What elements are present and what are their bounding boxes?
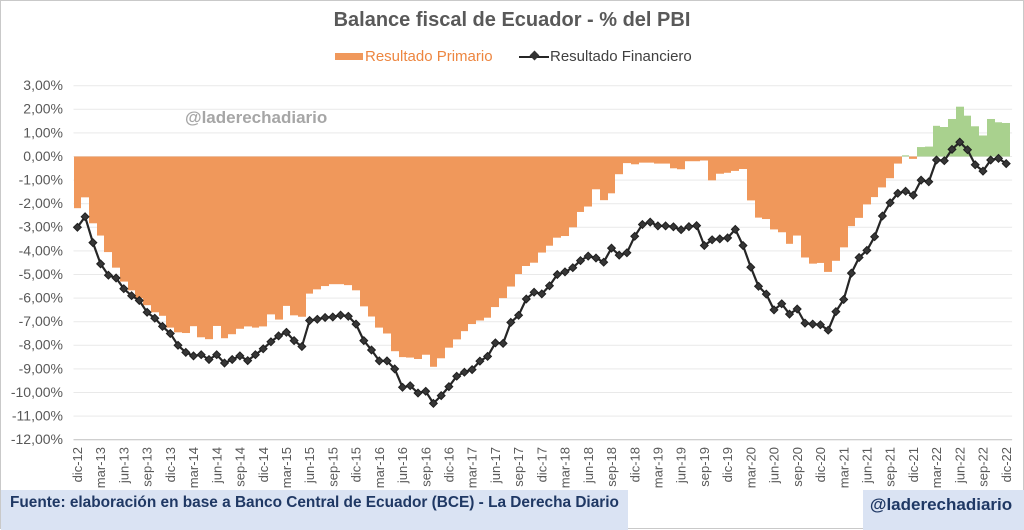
svg-text:dic-13: dic-13	[163, 447, 178, 482]
svg-text:jun-18: jun-18	[581, 447, 596, 484]
svg-text:1,00%: 1,00%	[23, 124, 63, 140]
svg-text:mar-14: mar-14	[186, 447, 201, 488]
svg-text:jun-22: jun-22	[952, 447, 967, 484]
svg-text:-3,00%: -3,00%	[19, 219, 63, 235]
svg-text:mar-18: mar-18	[558, 447, 573, 488]
svg-text:dic-18: dic-18	[627, 447, 642, 482]
svg-text:-11,00%: -11,00%	[12, 408, 63, 424]
svg-text:dic-20: dic-20	[813, 447, 828, 482]
svg-text:sep-14: sep-14	[233, 447, 248, 487]
svg-text:sep-21: sep-21	[883, 447, 898, 487]
svg-text:dic-16: dic-16	[442, 447, 457, 482]
svg-text:jun-16: jun-16	[395, 447, 410, 484]
svg-text:jun-19: jun-19	[674, 447, 689, 484]
svg-text:mar-20: mar-20	[743, 447, 758, 488]
svg-text:sep-15: sep-15	[325, 447, 340, 487]
svg-text:mar-15: mar-15	[279, 447, 294, 488]
svg-text:dic-19: dic-19	[720, 447, 735, 482]
svg-text:sep-18: sep-18	[604, 447, 619, 487]
svg-text:jun-15: jun-15	[302, 447, 317, 484]
svg-text:dic-12: dic-12	[70, 447, 85, 482]
svg-text:mar-22: mar-22	[929, 447, 944, 488]
svg-text:sep-20: sep-20	[790, 447, 805, 487]
svg-text:2,00%: 2,00%	[23, 101, 63, 117]
svg-text:jun-13: jun-13	[116, 447, 131, 484]
svg-text:jun-20: jun-20	[767, 447, 782, 484]
svg-text:-4,00%: -4,00%	[19, 242, 63, 258]
svg-text:mar-13: mar-13	[93, 447, 108, 488]
svg-text:sep-22: sep-22	[976, 447, 991, 487]
svg-text:dic-17: dic-17	[534, 447, 549, 482]
svg-text:dic-21: dic-21	[906, 447, 921, 482]
svg-text:3,00%: 3,00%	[23, 77, 63, 93]
svg-text:jun-21: jun-21	[860, 447, 875, 484]
svg-text:mar-16: mar-16	[372, 447, 387, 488]
svg-text:-7,00%: -7,00%	[19, 313, 63, 329]
svg-text:sep-13: sep-13	[140, 447, 155, 487]
svg-text:-12,00%: -12,00%	[11, 431, 63, 447]
svg-text:-5,00%: -5,00%	[19, 266, 63, 282]
svg-text:sep-17: sep-17	[511, 447, 526, 487]
svg-text:sep-19: sep-19	[697, 447, 712, 487]
svg-text:dic-22: dic-22	[999, 447, 1014, 482]
svg-text:0,00%: 0,00%	[23, 148, 63, 164]
svg-text:-6,00%: -6,00%	[19, 290, 63, 306]
svg-text:dic-15: dic-15	[349, 447, 364, 482]
svg-text:mar-19: mar-19	[651, 447, 666, 488]
svg-text:sep-16: sep-16	[418, 447, 433, 487]
svg-text:jun-17: jun-17	[488, 447, 503, 484]
svg-text:-10,00%: -10,00%	[11, 384, 63, 400]
svg-text:-8,00%: -8,00%	[19, 337, 63, 353]
svg-text:-9,00%: -9,00%	[19, 360, 63, 376]
svg-text:-1,00%: -1,00%	[19, 172, 63, 188]
svg-text:jun-14: jun-14	[209, 447, 224, 484]
svg-text:mar-21: mar-21	[836, 447, 851, 488]
svg-text:dic-14: dic-14	[256, 447, 271, 482]
svg-text:mar-17: mar-17	[465, 447, 480, 488]
svg-text:-2,00%: -2,00%	[19, 195, 63, 211]
